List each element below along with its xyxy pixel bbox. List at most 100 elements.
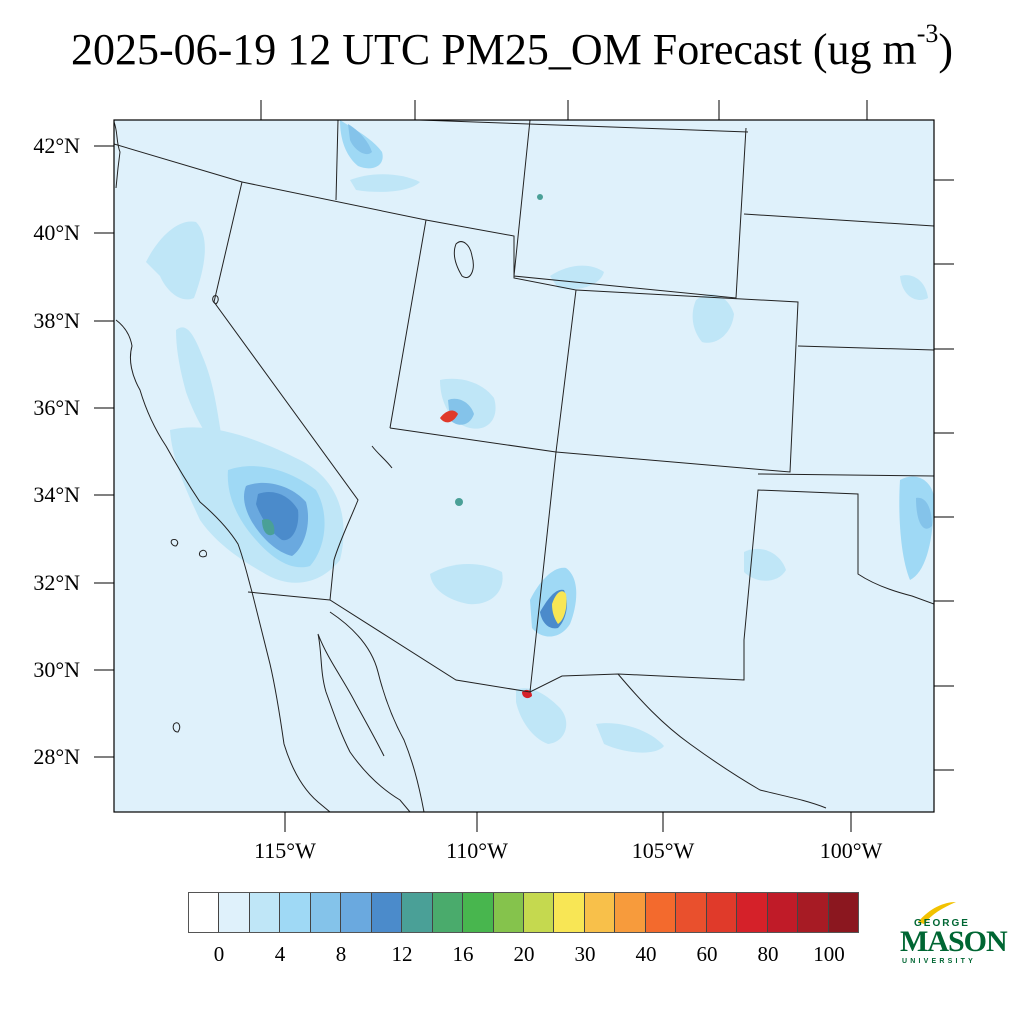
colorbar-label-20: 20 bbox=[513, 942, 535, 966]
great-salt-lake bbox=[453, 241, 474, 278]
lat-label-42: 42°N bbox=[33, 133, 80, 158]
title-exponent: -3 bbox=[916, 19, 939, 48]
lat-label-38: 38°N bbox=[33, 308, 80, 333]
lon-label-115: 115°W bbox=[254, 838, 316, 863]
colorbar-label-30: 30 bbox=[574, 942, 596, 966]
colorbar-swatch-15 bbox=[645, 893, 677, 932]
colorbar-label-8: 8 bbox=[335, 942, 347, 966]
lon-label-110: 110°W bbox=[446, 838, 508, 863]
lon-label-100: 100°W bbox=[819, 838, 883, 863]
logo-mason: MASON bbox=[900, 925, 1008, 958]
colorbar-label-60: 60 bbox=[696, 942, 718, 966]
title-main: 2025-06-19 12 UTC PM25_OM Forecast (ug m bbox=[70, 25, 917, 74]
colorbar-swatch-6 bbox=[371, 893, 403, 932]
colorbar-label-12: 12 bbox=[391, 942, 413, 966]
colorbar-swatch-0 bbox=[189, 893, 220, 932]
north-border bbox=[419, 120, 749, 133]
top-ticks bbox=[260, 100, 868, 120]
colorbar-label-80: 80 bbox=[757, 942, 779, 966]
mexico-mainland-coast bbox=[329, 611, 425, 812]
map-frame bbox=[113, 119, 935, 813]
new-mexico-border bbox=[529, 451, 934, 693]
colorbar-swatch-19 bbox=[767, 893, 799, 932]
gmu-logo: GEORGE MASON UNIVERSITY bbox=[896, 900, 1008, 970]
colorbar-label-100: 100 bbox=[813, 942, 845, 966]
colorbar-label-4: 4 bbox=[274, 942, 286, 966]
baja-coast-west bbox=[251, 591, 331, 812]
lat-label-36: 36°N bbox=[33, 395, 80, 420]
plume-new-mexico-east bbox=[744, 548, 786, 581]
plume-texas-east-core bbox=[916, 497, 932, 529]
colorbar-swatch-9 bbox=[463, 893, 494, 932]
lat-label-34: 34°N bbox=[33, 482, 80, 507]
plume-colorado-west bbox=[692, 294, 734, 343]
colorbar-swatch-5 bbox=[341, 893, 372, 932]
us-mexico-border bbox=[247, 591, 827, 809]
plume-nebraska-east bbox=[900, 275, 928, 300]
kansas-border bbox=[797, 345, 934, 351]
colorbar-swatch-12 bbox=[554, 893, 585, 932]
lat-label-32: 32°N bbox=[33, 570, 80, 595]
colorado-border bbox=[555, 289, 799, 473]
colorbar-label-40: 40 bbox=[635, 942, 657, 966]
colorbar-swatch-4 bbox=[310, 893, 342, 932]
logo-george: GEORGE bbox=[914, 918, 970, 929]
colorbar-swatch-10 bbox=[493, 893, 524, 932]
title-close: ) bbox=[938, 25, 954, 74]
lat-label-30: 30°N bbox=[33, 657, 80, 682]
plume-mexico-south bbox=[596, 723, 664, 753]
california-nevada-border bbox=[114, 143, 359, 601]
colorbar-swatch-20 bbox=[798, 893, 829, 932]
wyoming-border bbox=[513, 120, 747, 299]
plume-nm-core bbox=[552, 591, 567, 624]
nebraska-border bbox=[743, 213, 934, 227]
lake-mead bbox=[371, 445, 393, 469]
colorbar-label-16: 16 bbox=[452, 942, 474, 966]
colorbar-swatch-3 bbox=[280, 893, 311, 932]
plume-northern-idaho-core bbox=[348, 124, 372, 155]
plume-nevada-north bbox=[146, 221, 205, 300]
plume-arizona-hotspot bbox=[440, 410, 458, 423]
utah-colorado-border bbox=[425, 219, 577, 453]
boundaries bbox=[114, 120, 934, 812]
logo-swoosh-icon bbox=[918, 902, 956, 924]
colorbar-swatch-17 bbox=[706, 893, 738, 932]
colorbar-swatch-13 bbox=[584, 893, 616, 932]
map-title: 2025-06-19 12 UTC PM25_OM Forecast (ug m… bbox=[0, 19, 1024, 78]
rio-grande bbox=[617, 489, 934, 681]
channel-island-2 bbox=[199, 549, 207, 558]
concentration-shading bbox=[146, 120, 934, 753]
plume-idaho-east bbox=[350, 174, 420, 192]
channel-island-3 bbox=[172, 722, 181, 733]
colorbar-swatch-11 bbox=[523, 893, 555, 932]
logo-university: UNIVERSITY bbox=[902, 958, 977, 965]
colorbar-swatch-8 bbox=[432, 893, 464, 932]
lat-ticks bbox=[94, 145, 114, 758]
plume-arizona-central bbox=[430, 563, 503, 605]
lake-tahoe bbox=[212, 295, 219, 305]
colorbar-swatch-21 bbox=[828, 893, 858, 932]
colorbar-swatch-14 bbox=[615, 893, 646, 932]
plume-utah-spot bbox=[455, 498, 463, 506]
gulf-coast-east bbox=[317, 633, 411, 812]
colorbar bbox=[188, 892, 859, 933]
colorbar-swatch-18 bbox=[737, 893, 768, 932]
right-ticks bbox=[934, 179, 954, 771]
oregon-idaho-border bbox=[335, 120, 339, 201]
bottom-ticks bbox=[284, 812, 852, 832]
channel-island-1 bbox=[170, 539, 179, 547]
lat-label-40: 40°N bbox=[33, 220, 80, 245]
colorbar-swatch-16 bbox=[676, 893, 707, 932]
lat-label-28: 28°N bbox=[33, 744, 80, 769]
plume-socal-core bbox=[256, 491, 299, 541]
colorbar-swatch-2 bbox=[249, 893, 281, 932]
plume-wyoming-spot bbox=[537, 194, 543, 200]
plume-socal-hotspot bbox=[262, 518, 275, 536]
lon-label-105: 105°W bbox=[631, 838, 695, 863]
plume-chihuahua-outer bbox=[516, 688, 567, 744]
colorbar-swatch-1 bbox=[219, 893, 250, 932]
arizona-utah-border bbox=[389, 427, 557, 453]
plume-california-central bbox=[176, 327, 224, 450]
colorbar-label-0: 0 bbox=[213, 942, 225, 966]
